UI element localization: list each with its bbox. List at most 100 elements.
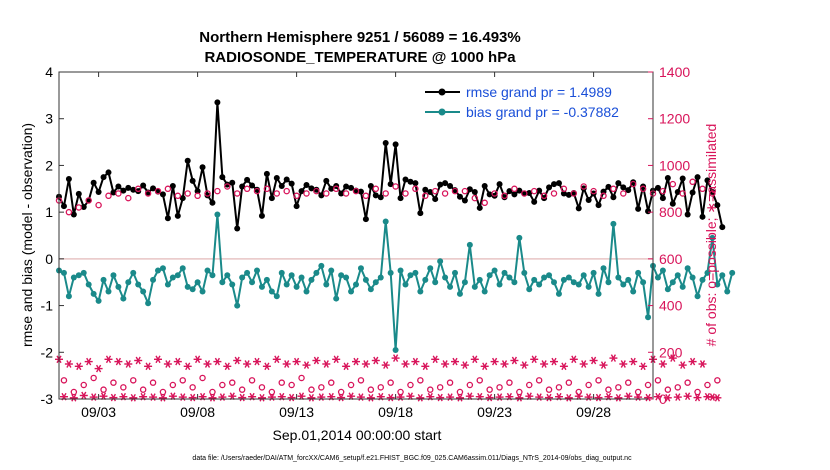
data-point-obs-possible [714,377,721,384]
data-point-obs-possible [224,183,231,190]
data-point-rmse [387,181,394,188]
data-point-obs-possible [471,194,479,202]
data-point-bias [184,283,191,290]
data-point-rmse [551,181,557,188]
data-point-obs-possible [496,384,503,391]
data-point-obs-possible [342,190,350,197]
data-point-bias [486,272,493,279]
data-point-obs-assimilated [233,356,242,365]
data-point-bias [531,276,538,283]
data-point-bias [714,281,721,288]
data-point-bias [719,272,726,279]
data-point-rmse [199,164,206,171]
data-point-obs-assimilated [109,393,118,402]
data-point-obs-possible [417,377,424,384]
data-point-obs-assimilated [134,356,143,365]
data-point-bias [382,218,389,225]
data-point-obs-assimilated [84,357,93,366]
data-point-obs-assimilated [154,355,162,364]
data-point-obs-possible [169,381,177,389]
data-point-bias [580,272,587,279]
data-point-obs-possible [516,388,523,396]
x-axis-label: Sep.01,2014 00:00:00 start [273,427,442,443]
data-point-obs-possible [164,185,172,193]
data-point-bias [70,274,77,281]
data-point-obs-possible [347,381,355,389]
data-point-obs-possible [70,388,78,396]
data-point-rmse [501,194,508,201]
data-point-rmse [164,215,171,222]
data-point-obs-assimilated [663,393,672,402]
data-point-rmse [689,189,696,196]
data-point-obs-possible [689,178,696,186]
data-point-obs-assimilated [668,354,677,362]
data-point-bias [278,269,285,276]
data-point-obs-assimilated [386,393,395,402]
data-point-obs-possible [412,185,419,193]
data-point-obs-assimilated [441,360,450,368]
data-point-bias [204,267,211,274]
data-point-obs-possible [95,201,102,209]
data-point-obs-assimilated [470,355,479,364]
data-point-bias [422,276,429,283]
y-right-tick-label: 600 [659,251,683,267]
data-point-obs-possible [486,386,493,393]
y-left-tick-label: 3 [45,111,53,127]
data-point-rmse [605,183,612,190]
data-point-obs-possible [669,180,677,188]
data-point-rmse [298,188,305,195]
data-point-obs-assimilated [500,360,509,368]
data-point-bias [353,281,359,288]
data-point-rmse [169,182,176,189]
data-point-rmse [407,178,414,185]
data-point-obs-assimilated [653,392,662,401]
data-point-bias [145,300,152,307]
data-point-rmse [362,216,369,223]
data-point-obs-possible [709,190,716,197]
data-point-rmse [506,188,513,195]
data-point-obs-possible [426,386,434,393]
data-point-obs-possible [248,377,256,384]
data-point-rmse [422,186,429,193]
data-point-obs-assimilated [366,393,375,402]
data-point-obs-assimilated [94,364,103,373]
data-point-rmse [516,187,523,194]
data-point-obs-assimilated [515,393,524,402]
data-point-rmse [526,189,533,196]
data-point-obs-possible [441,190,449,197]
data-point-bias [392,346,399,353]
data-point-rmse [610,194,617,201]
data-point-obs-possible [204,190,211,197]
data-point-bias [699,276,706,283]
y-right-tick-label: 1000 [659,157,690,173]
data-point-bias [348,288,355,295]
data-point-bias [219,279,226,286]
data-point-obs-possible [174,192,182,200]
data-point-obs-possible [382,190,389,197]
data-point-bias [110,272,117,279]
data-point-bias [704,269,711,276]
data-point-bias [283,281,290,288]
data-point-rmse [254,186,260,193]
y-left-tick-label: 4 [45,64,53,80]
data-point-obs-assimilated [569,355,578,364]
data-point-obs-assimilated [564,393,573,402]
series-obs-assimilated [55,354,722,402]
data-point-bias [536,281,543,288]
data-point-rmse [283,176,290,183]
data-point-obs-assimilated [312,356,321,365]
data-point-bias [694,293,701,300]
data-point-bias [214,211,221,218]
data-point-bias [179,265,186,272]
data-point-obs-possible [639,185,647,193]
data-point-obs-possible [560,185,568,193]
data-point-obs-possible [139,386,147,393]
data-file-footnote: data file: /Users/raeder/DAI/ATM_forcXX/… [192,455,632,462]
data-point-obs-assimilated [287,393,296,402]
data-point-bias [555,290,562,297]
data-point-bias [85,281,92,288]
data-point-bias [60,269,67,276]
data-point-rmse [427,189,434,196]
data-point-rmse [179,195,186,202]
data-point-rmse [659,195,666,202]
